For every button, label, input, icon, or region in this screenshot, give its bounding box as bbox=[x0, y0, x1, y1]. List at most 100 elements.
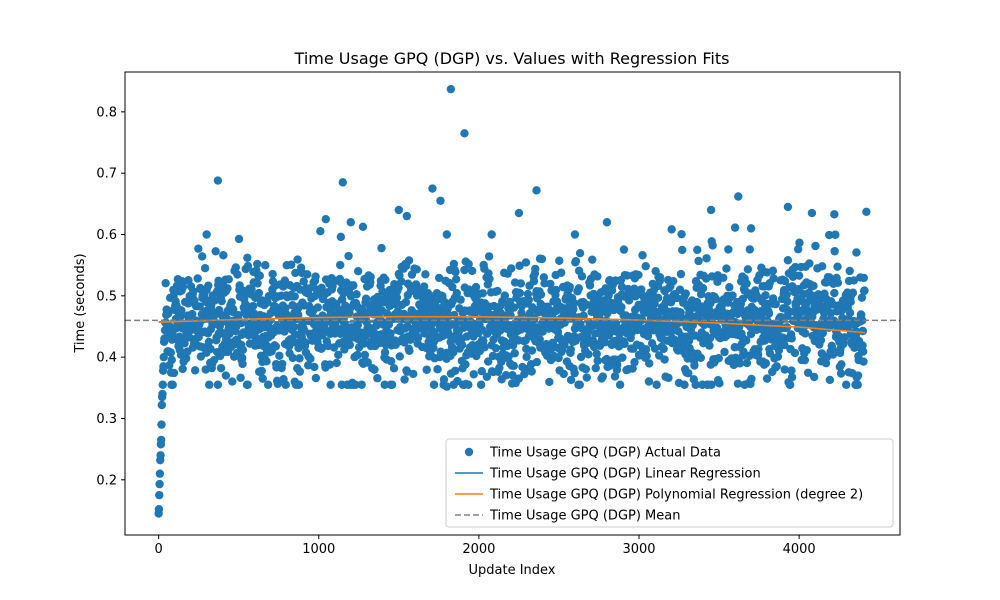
scatter-point bbox=[724, 245, 733, 254]
scatter-point bbox=[845, 266, 854, 276]
scatter-point bbox=[188, 309, 197, 319]
scatter-point bbox=[504, 321, 514, 330]
scatter-point bbox=[660, 355, 669, 364]
scatter-point bbox=[193, 274, 202, 283]
scatter-point bbox=[268, 269, 277, 279]
scatter-point bbox=[588, 255, 597, 264]
scatter-point bbox=[785, 380, 795, 389]
scatter-point bbox=[255, 271, 265, 280]
scatter-point bbox=[353, 350, 362, 360]
scatter-point bbox=[676, 269, 686, 279]
scatter-point bbox=[305, 284, 314, 293]
scatter-point bbox=[667, 225, 676, 234]
scatter-point bbox=[702, 254, 711, 263]
y-axis-label: Time (seconds) bbox=[73, 253, 88, 353]
y-tick-label: 0.6 bbox=[96, 228, 117, 243]
scatter-point bbox=[773, 352, 783, 361]
scatter-point bbox=[517, 308, 526, 318]
scatter-point bbox=[389, 364, 399, 373]
scatter-point bbox=[793, 245, 803, 254]
scatter-point bbox=[780, 276, 790, 286]
scatter-point bbox=[825, 230, 834, 240]
scatter-point bbox=[772, 362, 781, 371]
scatter-point bbox=[509, 303, 519, 312]
scatter-point bbox=[243, 261, 253, 271]
x-tick-label: 1000 bbox=[302, 542, 335, 557]
scatter-point bbox=[460, 265, 469, 275]
scatter-point bbox=[630, 357, 639, 367]
scatter-point bbox=[642, 351, 651, 361]
scatter-point bbox=[344, 251, 353, 261]
scatter-point bbox=[691, 380, 700, 389]
scatter-point bbox=[303, 270, 312, 279]
scatter-point bbox=[169, 368, 179, 378]
scatter-point bbox=[158, 380, 167, 389]
scatter-point bbox=[209, 355, 219, 365]
scatter-point bbox=[254, 288, 264, 298]
scatter-point bbox=[730, 223, 740, 232]
scatter-point bbox=[811, 241, 820, 251]
legend-label: Time Usage GPQ (DGP) Actual Data bbox=[489, 446, 721, 461]
scatter-point bbox=[345, 340, 355, 350]
scatter-point bbox=[422, 365, 431, 374]
scatter-point bbox=[536, 290, 546, 299]
scatter-point bbox=[181, 354, 191, 363]
scatter-point bbox=[465, 285, 474, 294]
scatter-point bbox=[491, 343, 501, 353]
scatter-point bbox=[794, 271, 804, 280]
scatter-point bbox=[338, 178, 347, 187]
scatter-point bbox=[394, 205, 404, 215]
scatter-point bbox=[299, 277, 308, 286]
scatter-point bbox=[862, 207, 871, 217]
scatter-point bbox=[311, 373, 321, 383]
scatter-point bbox=[610, 372, 620, 381]
scatter-point bbox=[178, 364, 187, 374]
scatter-point bbox=[508, 371, 517, 380]
scatter-point bbox=[370, 365, 379, 374]
scatter-point bbox=[667, 327, 676, 336]
scatter-point bbox=[508, 341, 518, 350]
scatter-point bbox=[703, 380, 713, 389]
y-tick-label: 0.4 bbox=[96, 351, 117, 366]
scatter-point bbox=[275, 351, 284, 360]
scatter-point bbox=[248, 301, 258, 311]
scatter-point bbox=[301, 339, 310, 348]
scatter-point bbox=[271, 342, 281, 351]
scatter-point bbox=[380, 348, 390, 357]
scatter-point bbox=[634, 270, 643, 280]
scatter-point bbox=[622, 271, 632, 280]
scatter-point bbox=[158, 389, 167, 399]
y-axis: 0.2 0.3 0.4 0.5 0.6 0.7 0.8 bbox=[96, 105, 125, 488]
scatter-point bbox=[471, 282, 481, 292]
scatter-point bbox=[527, 346, 537, 355]
scatter-point bbox=[787, 334, 796, 343]
scatter-point bbox=[159, 362, 168, 371]
scatter-point bbox=[802, 345, 812, 355]
scatter-point bbox=[514, 208, 524, 218]
scatter-point bbox=[669, 276, 678, 286]
scatter-point bbox=[205, 380, 214, 389]
scatter-point bbox=[498, 298, 508, 307]
scatter-point bbox=[704, 305, 714, 314]
scatter-point bbox=[621, 312, 631, 321]
scatter-point bbox=[666, 298, 676, 307]
scatter-point bbox=[693, 245, 702, 255]
scatter-point bbox=[373, 374, 382, 383]
scatter-point bbox=[771, 299, 780, 309]
scatter-point bbox=[419, 282, 429, 291]
scatter-point bbox=[739, 347, 748, 356]
scatter-point bbox=[477, 367, 486, 376]
scatter-point bbox=[769, 274, 778, 283]
axes-frame bbox=[124, 71, 901, 536]
scatter-point bbox=[406, 335, 415, 344]
scatter-point bbox=[217, 328, 226, 337]
scatter-point bbox=[461, 360, 470, 369]
scatter-point bbox=[768, 266, 778, 275]
scatter-point bbox=[743, 265, 753, 274]
scatter-point bbox=[156, 451, 165, 460]
scatter-point bbox=[849, 276, 859, 285]
scatter-point bbox=[546, 279, 555, 289]
scatter-point bbox=[566, 375, 576, 385]
scatter-point bbox=[175, 332, 184, 341]
scatter-point bbox=[219, 251, 228, 260]
